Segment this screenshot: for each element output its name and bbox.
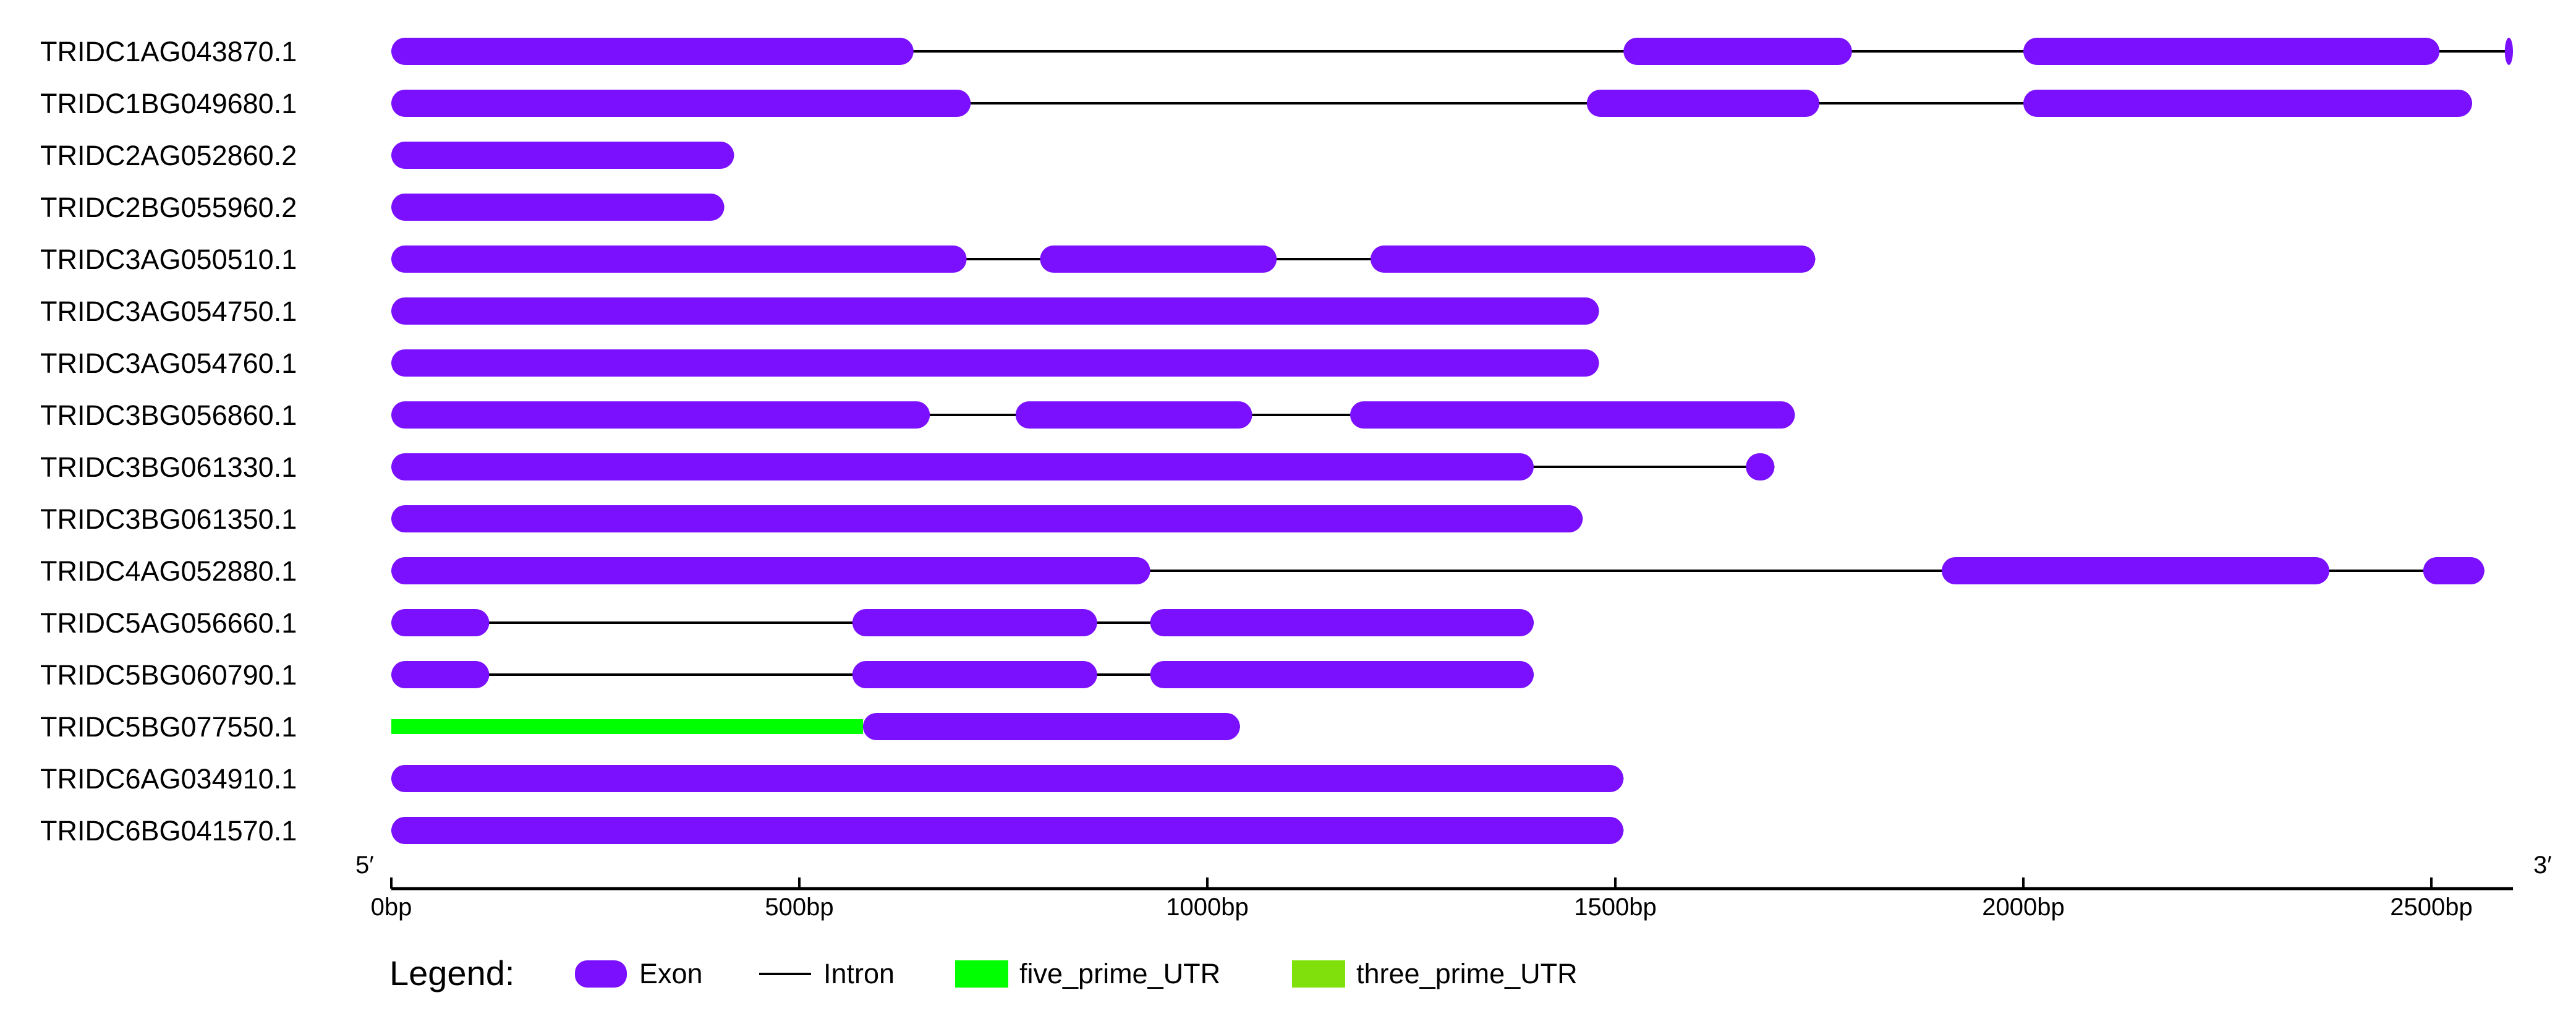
gene-row: TRIDC4AG052880.1 — [40, 555, 2485, 587]
exon — [391, 557, 1150, 584]
exon — [1150, 609, 1534, 636]
gene-label: TRIDC3BG061330.1 — [40, 451, 297, 483]
five-prime-UTR-swatch — [955, 960, 1008, 988]
three-prime-UTR-swatch — [1292, 960, 1345, 988]
axis-tick-label: 500bp — [765, 894, 833, 921]
gene-label: TRIDC3AG054760.1 — [40, 348, 297, 379]
gene-rows: TRIDC1AG043870.1 TRIDC1BG049680.1 TRIDC2AG… — [40, 36, 2513, 847]
gene-label: TRIDC3BG061350.1 — [40, 503, 297, 535]
axis-tick-label: 2500bp — [2390, 894, 2472, 921]
gene-label: TRIDC4AG052880.1 — [40, 555, 297, 587]
legend-item-exon: Exon — [575, 958, 703, 989]
gene-label: TRIDC3AG050510.1 — [40, 244, 297, 275]
exon — [391, 349, 1599, 377]
gene-label: TRIDC6BG041570.1 — [40, 815, 297, 847]
three-prime-end-label: 3′ — [2533, 852, 2552, 879]
exon — [391, 245, 967, 273]
gene-row: TRIDC2BG055960.2 — [40, 192, 725, 223]
gene-row: TRIDC3AG054760.1 — [40, 348, 1599, 379]
exon — [391, 453, 1534, 480]
axis-tick-label: 1500bp — [1574, 894, 1656, 921]
gene-label: TRIDC5BG077550.1 — [40, 711, 297, 743]
gene-label: TRIDC5AG056660.1 — [40, 607, 297, 639]
exon — [1015, 401, 1252, 429]
legend-item-label: three_prime_UTR — [1356, 958, 1578, 989]
exon — [1150, 661, 1534, 688]
legend-item-label: Exon — [639, 958, 703, 989]
exon — [391, 401, 930, 429]
gene-label: TRIDC6AG034910.1 — [40, 763, 297, 795]
gene-label: TRIDC3AG054750.1 — [40, 296, 297, 327]
exon — [391, 505, 1583, 532]
gene-row: TRIDC3AG054750.1 — [40, 296, 1599, 327]
gene-row: TRIDC3BG061350.1 — [40, 503, 1583, 535]
gene-label: TRIDC1AG043870.1 — [40, 36, 297, 67]
legend-item-label: five_prime_UTR — [1019, 958, 1220, 989]
exon — [391, 38, 914, 65]
gene-row: TRIDC3BG061330.1 — [40, 451, 1775, 483]
exon — [1350, 401, 1795, 429]
exon — [852, 661, 1097, 688]
axis-tick-label: 1000bp — [1166, 894, 1248, 921]
exon — [391, 90, 971, 117]
bp-axis: 5′ 3′ 0bp 500bp 1000bp 1500bp 2000bp 2500bp — [355, 852, 2552, 921]
exon — [1371, 245, 1816, 273]
legend-items: Exon Intron five_prime_UTR three_prime_UTR — [575, 958, 1578, 989]
gene-label: TRIDC2AG052860.2 — [40, 140, 297, 171]
legend-item-three-prime-UTR: three_prime_UTR — [1292, 958, 1578, 989]
exon — [391, 142, 734, 169]
axis-tick-label: 0bp — [371, 894, 412, 921]
axis-tick-label: 2000bp — [1982, 894, 2064, 921]
legend: Legend: Exon Intron five_prime_UTR three_pr… — [389, 954, 1578, 993]
exon — [391, 661, 490, 688]
gene-label: TRIDC5BG060790.1 — [40, 659, 297, 691]
exon — [391, 194, 725, 221]
axis-ticks: 0bp 500bp 1000bp 1500bp 2000bp 2500bp — [371, 877, 2473, 921]
exon-swatch — [575, 960, 627, 988]
gene-label: TRIDC1BG049680.1 — [40, 88, 297, 119]
exon — [1942, 557, 2329, 584]
exon — [391, 817, 1624, 844]
exon — [1586, 90, 1819, 117]
exon — [391, 609, 490, 636]
gene-row: TRIDC1AG043870.1 — [40, 36, 2513, 67]
gene-row: TRIDC6AG034910.1 — [40, 763, 1624, 795]
gene-row: TRIDC5AG056660.1 — [40, 607, 1534, 639]
legend-title: Legend: — [389, 954, 514, 993]
gene-row: TRIDC3AG050510.1 — [40, 244, 1816, 275]
gene-row: TRIDC5BG060790.1 — [40, 659, 1534, 691]
exon — [2504, 38, 2513, 65]
exon — [1623, 38, 1852, 65]
gene-label: TRIDC3BG056860.1 — [40, 399, 297, 431]
exon — [1040, 245, 1277, 273]
five-prime-utr — [391, 719, 863, 734]
exon — [852, 609, 1097, 636]
five-prime-end-label: 5′ — [355, 852, 374, 879]
gene-row: TRIDC3BG056860.1 — [40, 399, 1795, 431]
gene-row: TRIDC2AG052860.2 — [40, 140, 734, 171]
exon — [391, 297, 1599, 325]
gene-row: TRIDC6BG041570.1 — [40, 815, 1624, 847]
exon — [2023, 90, 2472, 117]
legend-item-five-prime-UTR: five_prime_UTR — [955, 958, 1220, 989]
exon — [2423, 557, 2485, 584]
legend-item-intron: Intron — [759, 958, 895, 989]
exon — [862, 713, 1240, 740]
gene-row: TRIDC5BG077550.1 — [40, 711, 1240, 743]
exon — [391, 765, 1624, 792]
legend-item-label: Intron — [823, 958, 895, 989]
exon — [2023, 38, 2440, 65]
exon — [1746, 453, 1775, 480]
gene-label: TRIDC2BG055960.2 — [40, 192, 297, 223]
gene-row: TRIDC1BG049680.1 — [40, 88, 2472, 119]
